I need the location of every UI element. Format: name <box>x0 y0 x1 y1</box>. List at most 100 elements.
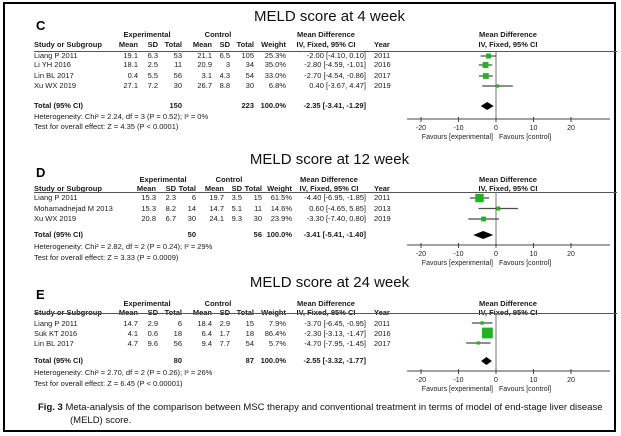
cell-year: 2011 <box>374 51 391 60</box>
axis-tick-label: 10 <box>530 125 538 132</box>
axis-tick-label: 20 <box>567 377 575 384</box>
group-header-row: Experimental Control Mean Difference <box>34 175 392 185</box>
cell-weight: 7.9% <box>268 319 286 328</box>
cell-exp-total: 6 <box>177 319 182 328</box>
cell-total-label: Total (95% CI) <box>34 230 84 239</box>
col-ctrl-sd: SD <box>219 308 230 317</box>
cell-ctrl-mean: 6.4 <box>201 329 212 338</box>
cell-ci: -2.80 [-4.59, -1.01] <box>304 60 366 69</box>
cell-ci: -4.70 [-7.95, -1.45] <box>304 339 366 348</box>
cell-weight: 100.0% <box>266 230 292 239</box>
column-header-row: Study or Subgroup Mean SD Total Mean SD … <box>34 40 396 50</box>
panel-title: MELD score at 12 week <box>249 151 410 168</box>
cell-total-label: Total (95% CI) <box>34 356 84 365</box>
effect-square <box>480 321 484 325</box>
cell-weight: 25.3% <box>264 51 286 60</box>
col-exp-mean: Mean <box>118 308 138 317</box>
panel-meld-4-week: MELD score at 4 week C Experimental Cont… <box>5 6 617 148</box>
col-ctrl-total: Total <box>244 184 262 193</box>
effect-square <box>483 73 489 79</box>
axis-tick-label: 10 <box>530 251 538 258</box>
study-row: Xu WX 2019 20.8 6.7 30 24.1 9.3 30 23.9% -3.30 [… <box>34 214 392 224</box>
effect-square <box>476 341 480 345</box>
cell-ci: -3.41 [-5.41, -1.40] <box>303 230 366 239</box>
cell-year: 2017 <box>374 339 391 348</box>
cell-ctrl-total: 15 <box>245 319 254 328</box>
cell-ctrl-sd: 1.7 <box>219 329 230 338</box>
study-row: Suk KT 2016 4.1 0.6 18 6.4 1.7 18 86.4% -2.30 [-… <box>34 329 396 339</box>
cell-ctrl-mean: 14.7 <box>209 203 224 213</box>
cell-ctrl-total: 54 <box>245 71 254 80</box>
total-row: Total (95% CI) 50 56 100.0% -3.41 [-5.41, -1… <box>34 230 392 240</box>
cell-ctrl-total: 56 <box>253 230 262 239</box>
cell-ctrl-sd: 6.5 <box>219 51 230 60</box>
cell-year: 2011 <box>374 193 391 202</box>
cell-weight: 6.8% <box>268 81 286 90</box>
panel-title: MELD score at 4 week <box>254 8 405 25</box>
cell-exp-total: 30 <box>187 214 196 223</box>
cell-ctrl-total: 11 <box>254 203 262 213</box>
control-group-header: Control <box>215 175 243 184</box>
cell-exp-mean: 15.3 <box>141 203 156 213</box>
cell-exp-total: 80 <box>173 356 182 365</box>
heterogeneity-text: Heterogeneity: Chi² = 2.82, df = 2 (P = … <box>34 242 213 251</box>
cell-exp-sd: 6.7 <box>165 214 176 223</box>
cell-exp-sd: 2.9 <box>147 319 158 328</box>
plot-iv-fixed-header: IV, Fixed, 95% CI <box>478 308 538 317</box>
cell-ctrl-total: 15 <box>253 193 262 202</box>
figure-caption-label: Fig. 3 <box>38 402 63 413</box>
cell-ci: 0.40 [-3.67, 4.47] <box>309 81 366 90</box>
col-study: Study or Subgroup <box>34 184 102 193</box>
cell-study: Lin BL 2017 <box>34 339 74 348</box>
panel-title: MELD score at 24 week <box>249 274 410 291</box>
axis-tick-label: 0 <box>494 125 498 132</box>
favours-right-label: Favours [control] <box>499 134 551 141</box>
cell-exp-total: 56 <box>173 71 182 80</box>
study-row: Liang P 2011 14.7 2.9 6 18.4 2.9 15 7.9% -3.70 [… <box>34 319 396 329</box>
cell-ctrl-total: 30 <box>245 81 254 90</box>
cell-ctrl-total: 223 <box>241 101 254 110</box>
cell-weight: 33.0% <box>264 71 286 80</box>
cell-exp-total: 30 <box>173 81 182 90</box>
header-rule <box>34 313 617 314</box>
cell-exp-mean: 0.4 <box>127 71 138 80</box>
study-row: Mohamadnejad M 2013 15.3 8.2 14 14.7 5.1 11 14.… <box>34 204 392 214</box>
axis-tick-label: 0 <box>494 251 498 258</box>
col-weight: Weight <box>261 40 286 49</box>
header-rule <box>34 51 617 52</box>
col-year: Year <box>374 40 390 49</box>
cell-exp-total: 11 <box>174 60 182 69</box>
favours-left-label: Favours [experimental] <box>422 134 493 141</box>
cell-year: 2016 <box>374 329 391 338</box>
cell-ctrl-mean: 20.9 <box>197 60 212 69</box>
group-header-row: Experimental Control Mean Difference <box>34 30 396 40</box>
pooled-diamond <box>481 357 492 365</box>
study-row: Xu WX 2019 27.1 7.2 30 26.7 8.8 30 6.8% 0.40 [-3… <box>34 81 396 91</box>
col-ctrl-total: Total <box>236 40 254 49</box>
control-group-header: Control <box>204 30 232 39</box>
col-weight: Weight <box>267 184 292 193</box>
cell-ctrl-total: 87 <box>245 356 254 365</box>
axis-tick-label: 20 <box>567 125 575 132</box>
study-rows: Liang P 2011 14.7 2.9 6 18.4 2.9 15 7.9% -3.70 [… <box>5 270 614 394</box>
col-ctrl-sd: SD <box>219 40 230 49</box>
pooled-diamond <box>480 102 494 110</box>
cell-ctrl-sd: 3 <box>225 60 230 69</box>
col-exp-sd: SD <box>165 184 176 193</box>
col-exp-mean: Mean <box>136 184 156 193</box>
cell-exp-sd: 5.5 <box>147 71 158 80</box>
effect-square <box>481 216 487 222</box>
favours-right-label: Favours [control] <box>499 386 551 393</box>
cell-exp-sd: 7.2 <box>147 81 158 90</box>
heterogeneity-text: Heterogeneity: Chi² = 2.70, df = 2 (P = … <box>34 368 213 377</box>
plot-mean-difference-header: Mean Difference <box>479 299 537 308</box>
cell-exp-total: 6 <box>191 193 196 202</box>
cell-exp-total: 56 <box>173 339 182 348</box>
cell-exp-sd: 2.5 <box>147 60 158 69</box>
cell-ci: -3.70 [-6.45, -0.95] <box>304 319 366 328</box>
cell-ctrl-mean: 9.4 <box>201 339 212 348</box>
effect-square <box>481 327 493 339</box>
cell-ci: -3.30 [-7.40, 0.80] <box>306 214 366 223</box>
effect-square <box>475 193 484 203</box>
